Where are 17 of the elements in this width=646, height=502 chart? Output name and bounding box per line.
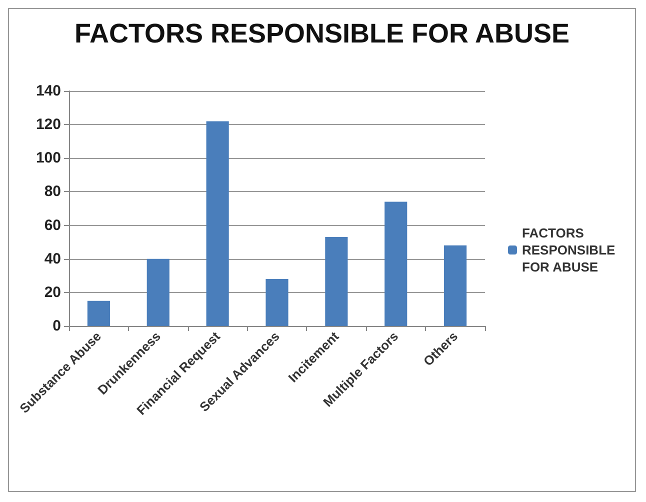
- bar: [146, 258, 170, 326]
- bar: [384, 202, 408, 326]
- bar: [266, 279, 288, 326]
- y-tick-label: 80: [44, 183, 61, 200]
- y-tick-label: 40: [44, 250, 61, 268]
- y-tick-label: 140: [36, 82, 61, 100]
- y-tick-label: 60: [44, 216, 61, 234]
- bar: [87, 300, 110, 326]
- y-tick-label: 120: [36, 116, 61, 134]
- bar: [444, 245, 467, 326]
- bar: [325, 237, 348, 326]
- y-tick-label: 20: [44, 284, 61, 301]
- y-tick-label: 100: [36, 150, 61, 167]
- legend-label: FACTORS RESPONSIBLE FOR ABUSE: [522, 226, 619, 274]
- bar: [206, 121, 229, 326]
- chart-title: FACTORS RESPONSIBLE FOR ABUSE: [74, 18, 570, 48]
- y-tick-label: 0: [52, 318, 61, 334]
